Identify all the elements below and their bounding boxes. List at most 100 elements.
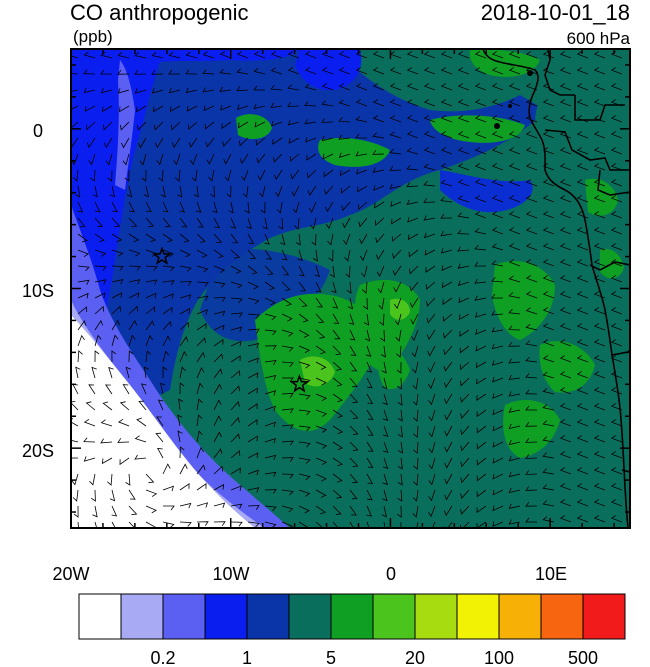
wind-barb	[559, 467, 572, 475]
wind-barb	[213, 324, 225, 331]
wind-barb	[593, 83, 606, 91]
wind-barb	[179, 463, 188, 475]
wind-barb	[307, 185, 317, 196]
wind-barb	[179, 366, 186, 379]
wind-barb	[355, 67, 368, 75]
wind-barb	[576, 355, 589, 363]
wind-barb	[559, 499, 572, 507]
wind-barb	[593, 483, 606, 491]
wind-barb	[298, 441, 311, 448]
wind-barb	[332, 393, 343, 403]
wind-barb	[444, 393, 453, 405]
wind-barb	[138, 137, 147, 149]
wind-barb	[308, 201, 317, 213]
wind-barb	[559, 307, 572, 315]
wind-barb	[145, 505, 157, 514]
wind-barb	[476, 521, 487, 528]
wind-barb	[247, 387, 258, 395]
wind-barb	[270, 51, 283, 59]
wind-barb	[102, 401, 113, 411]
wind-barb	[230, 326, 243, 332]
wind-barb	[298, 329, 310, 338]
wind-barb	[542, 307, 555, 315]
wind-barb	[77, 521, 79, 528]
wind-barb	[542, 436, 555, 443]
wind-barb	[460, 473, 470, 484]
wind-barb	[332, 473, 343, 483]
wind-barb	[593, 435, 606, 443]
wind-barb	[94, 249, 107, 257]
wind-barb	[255, 137, 266, 146]
wind-barb	[406, 115, 419, 123]
wind-barb	[111, 279, 124, 285]
wind-barb	[94, 334, 102, 347]
wind-barb	[213, 415, 222, 427]
wind-barb	[196, 309, 208, 315]
wind-barb	[307, 169, 317, 179]
wind-barb	[291, 185, 300, 197]
wind-barb	[162, 265, 175, 272]
wind-barb	[559, 387, 572, 395]
wind-barb	[397, 457, 403, 470]
wind-barb	[593, 307, 606, 315]
wind-barb	[143, 185, 150, 198]
wind-barb	[444, 409, 453, 421]
wind-barb	[247, 469, 259, 476]
wind-barb	[460, 521, 470, 528]
wind-barb	[143, 366, 149, 379]
wind-barb	[202, 51, 215, 59]
wind-barb	[559, 275, 572, 283]
wind-barb	[593, 339, 606, 347]
wind-barb	[457, 212, 470, 219]
wind-barb	[94, 217, 104, 228]
star-north-marker	[152, 246, 172, 265]
colorbar-tick-label: 5	[326, 648, 336, 667]
wind-barb	[476, 441, 487, 450]
wind-barb	[525, 275, 538, 283]
wind-barb	[247, 281, 259, 290]
wind-barb	[196, 382, 204, 395]
wind-barb	[381, 505, 387, 518]
wind-barb	[185, 69, 198, 75]
wind-barb	[355, 99, 368, 107]
wind-barb	[525, 243, 538, 251]
wind-barb	[221, 121, 232, 130]
wind-barb	[196, 249, 208, 258]
wind-barb	[349, 409, 359, 419]
wind-barb	[593, 115, 606, 123]
wind-barb	[349, 521, 354, 528]
wind-barb	[77, 265, 90, 272]
wind-barb	[610, 227, 623, 235]
wind-barb	[407, 233, 419, 241]
colorbar	[78, 593, 626, 640]
wind-barb	[460, 377, 470, 387]
axis-ticks	[70, 49, 630, 528]
wind-barb	[108, 366, 114, 379]
wind-barb	[104, 137, 113, 149]
wind-barb	[332, 521, 339, 528]
wind-barb	[260, 201, 266, 214]
wind-barb	[179, 281, 192, 286]
wind-barb	[179, 502, 192, 509]
wind-barb	[332, 297, 339, 309]
wind-barb	[406, 164, 419, 171]
wind-barb	[290, 169, 300, 180]
wind-barb	[427, 521, 436, 528]
wind-barb	[139, 153, 147, 166]
wind-barb	[559, 195, 572, 203]
wind-barb	[361, 281, 368, 294]
wind-barb	[179, 233, 190, 243]
wind-barb	[140, 383, 147, 395]
colorbar-swatch	[288, 593, 332, 640]
wind-barb	[185, 87, 198, 94]
y-tick-label: 20S	[22, 441, 54, 461]
wind-barb	[281, 377, 294, 383]
wind-barb	[593, 243, 606, 251]
wind-barb	[171, 121, 181, 131]
wind-barb	[525, 51, 538, 59]
wind-barb	[94, 350, 100, 363]
wind-barb	[111, 292, 123, 299]
wind-barb	[134, 52, 147, 59]
wind-barb	[254, 121, 266, 128]
wind-barb	[324, 201, 334, 213]
